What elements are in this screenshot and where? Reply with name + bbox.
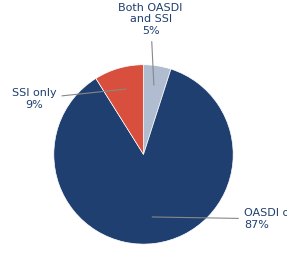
Wedge shape bbox=[96, 65, 144, 154]
Text: OASDI only
87%: OASDI only 87% bbox=[152, 208, 287, 230]
Text: Both OASDI
and SSI
5%: Both OASDI and SSI 5% bbox=[119, 3, 183, 85]
Wedge shape bbox=[144, 65, 171, 154]
Text: SSI only
9%: SSI only 9% bbox=[12, 88, 126, 110]
Wedge shape bbox=[54, 69, 233, 244]
